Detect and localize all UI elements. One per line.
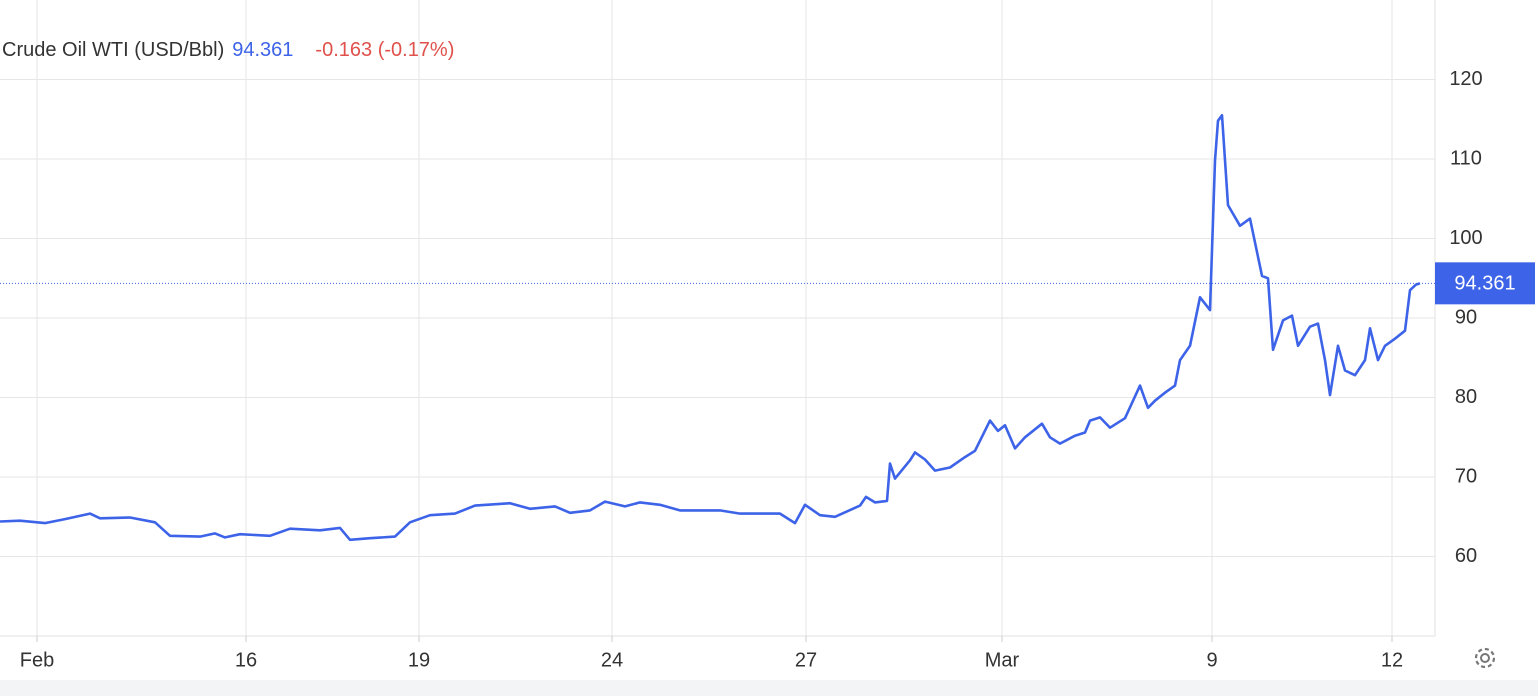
gear <box>1474 647 1496 669</box>
last-value-box <box>1435 262 1535 305</box>
y-tick-label: 90 <box>1455 306 1477 328</box>
price-line <box>0 114 1421 542</box>
header: Crude Oil WTI (USD/Bbl) 94.361 -0.163 (-0.… <box>2 39 454 61</box>
x-tick-label: 24 <box>601 649 623 671</box>
footer-strip <box>0 680 1538 696</box>
y-tick-label: 60 <box>1455 545 1477 567</box>
y-tick-label: 70 <box>1455 465 1477 487</box>
x-tick-label: 27 <box>795 649 817 671</box>
y-tick-label: 120 <box>1449 68 1482 90</box>
last-value-label: 94.361 <box>1454 273 1515 295</box>
y-tick-label: 100 <box>1449 227 1482 249</box>
header-price: 94.361 <box>232 39 293 61</box>
title: Crude Oil WTI (USD/Bbl) <box>2 39 224 61</box>
x-tick-label: 16 <box>235 649 257 671</box>
y-tick-label: 110 <box>1450 147 1482 169</box>
settings-icon[interactable] <box>1474 647 1496 669</box>
x-tick-label: 9 <box>1206 649 1217 671</box>
x-tick-label: 12 <box>1381 649 1403 671</box>
x-tick-label: Feb <box>20 649 54 671</box>
header-change: -0.163 (-0.17%) <box>315 39 454 61</box>
x-tick-label: Mar <box>985 649 1020 671</box>
gear-hub <box>1480 653 1490 663</box>
y-tick-label: 80 <box>1455 386 1477 408</box>
x-tick-label: 19 <box>408 649 430 671</box>
